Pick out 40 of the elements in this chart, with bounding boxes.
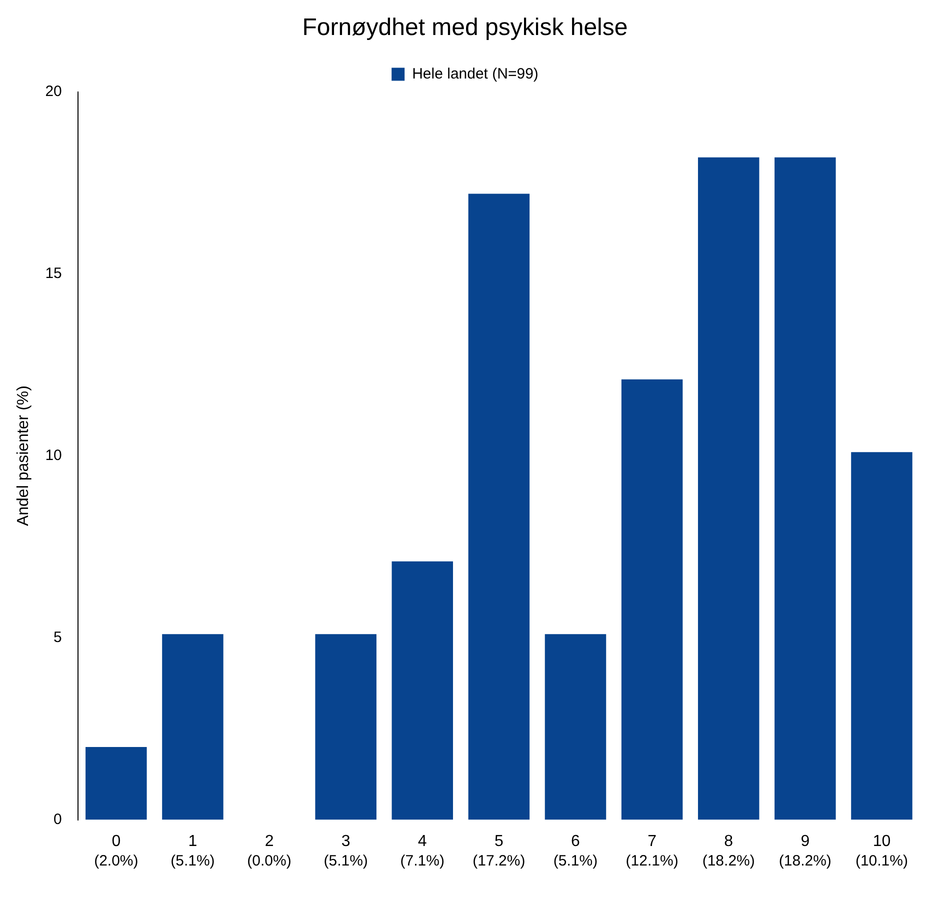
bar <box>392 561 454 820</box>
y-axis-title: Andel pasienter (%) <box>15 386 32 526</box>
data-label: (18.2%) <box>778 852 832 870</box>
y-tick-label: 15 <box>45 264 62 282</box>
data-label: (7.1%) <box>400 852 444 870</box>
bar <box>544 634 606 820</box>
bar <box>468 194 530 820</box>
data-label: (2.0%) <box>94 852 138 870</box>
x-tick-label: 9 <box>800 832 810 850</box>
bar <box>86 747 147 820</box>
data-label: (5.1%) <box>553 852 598 870</box>
x-tick-label: 3 <box>341 832 350 850</box>
y-tick-label: 20 <box>45 82 62 100</box>
bar <box>851 452 912 820</box>
chart-title: Fornøydhet med psykisk helse <box>302 14 628 42</box>
x-tick-label: 2 <box>264 832 274 850</box>
legend-label: Hele landet (N=99) <box>412 65 538 82</box>
data-label: (0.0%) <box>247 852 292 870</box>
y-tick-label: 5 <box>54 628 62 646</box>
x-tick-label: 6 <box>571 832 580 850</box>
x-tick-label: 1 <box>188 832 198 850</box>
bar <box>621 379 683 820</box>
y-tick-label: 10 <box>45 446 62 464</box>
x-tick-label: 7 <box>648 832 657 850</box>
x-tick-label: 0 <box>112 832 121 850</box>
data-label: (10.1%) <box>855 852 908 870</box>
x-tick-label: 5 <box>494 832 504 850</box>
bar <box>698 157 760 820</box>
data-label: (18.2%) <box>702 852 755 870</box>
data-label: (12.1%) <box>626 852 678 870</box>
data-label: (17.2%) <box>472 852 526 870</box>
bar <box>162 634 224 820</box>
data-label: (5.1%) <box>170 852 215 870</box>
y-tick-label: 0 <box>54 810 62 828</box>
bar <box>774 157 836 820</box>
x-tick-label: 10 <box>872 832 891 850</box>
data-label: (5.1%) <box>324 852 368 870</box>
bar <box>315 634 376 820</box>
x-tick-label: 8 <box>724 832 734 850</box>
x-tick-label: 4 <box>418 832 427 850</box>
